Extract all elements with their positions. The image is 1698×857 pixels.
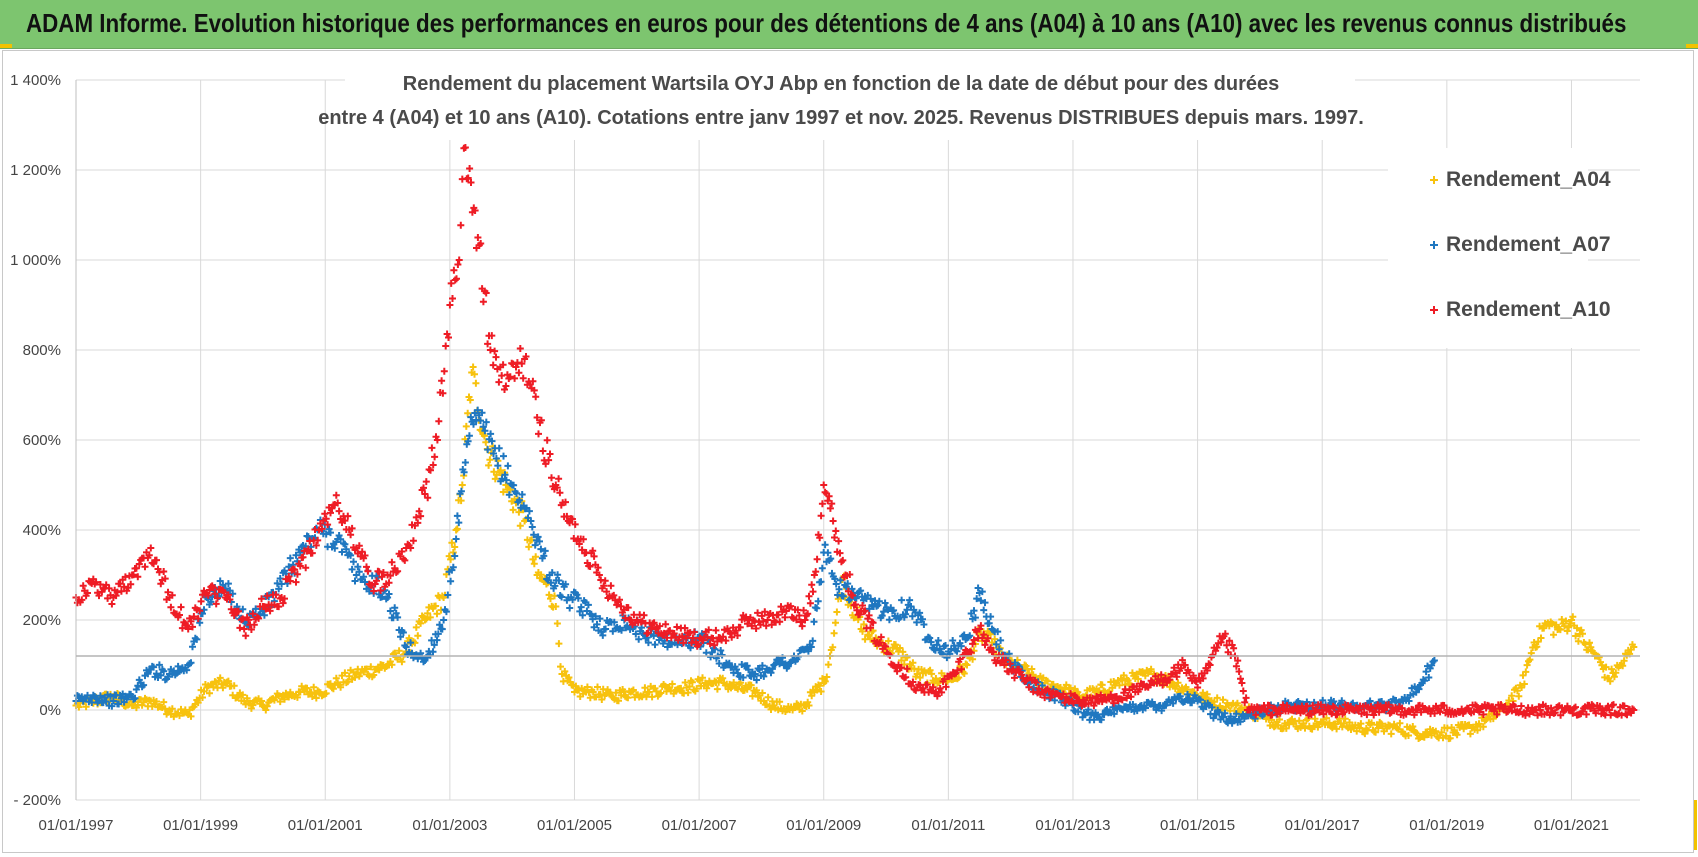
y-tick-label: 400% [23, 522, 61, 539]
x-tick-label: 01/01/1999 [163, 817, 238, 834]
y-tick-label: 1 000% [10, 252, 61, 269]
legend-marker-Rendement_A07 [1430, 241, 1438, 249]
chart-title-background [345, 66, 1355, 140]
chart-title-line-1: Rendement du placement Wartsila OYJ Abp … [403, 73, 1279, 95]
y-tick-label: 0% [39, 702, 61, 719]
chart-title: Rendement du placement Wartsila OYJ Abp … [318, 66, 1364, 140]
report-banner: ADAM Informe. Evolution historique des p… [0, 0, 1698, 49]
y-tick-label: - 200% [13, 792, 61, 809]
legend: Rendement_A04 Rendement_A07 Rendement_A10 [1388, 148, 1611, 348]
legend-marker-Rendement_A04 [1430, 176, 1438, 184]
x-tick-label: 01/01/2017 [1285, 817, 1360, 834]
y-tick-label: 600% [23, 432, 61, 449]
y-tick-label: 200% [23, 612, 61, 629]
y-tick-label: 1 400% [10, 72, 61, 89]
x-tick-label: 01/01/2009 [786, 817, 861, 834]
x-tick-label: 01/01/2011 [911, 817, 985, 834]
x-tick-label: 01/01/1997 [38, 817, 113, 834]
legend-background [1388, 148, 1588, 348]
x-tick-label: 01/01/2021 [1534, 817, 1609, 834]
chart-frame [2, 50, 1694, 853]
corner-mark-top-left [0, 44, 12, 48]
x-tick-label: 01/01/2005 [537, 817, 612, 834]
y-tick-label: 800% [23, 342, 61, 359]
series-points-Rendement_A07 [72, 406, 1438, 727]
points-layer [72, 144, 1638, 743]
x-tick-label: 01/01/2013 [1035, 817, 1110, 834]
legend-label-Rendement_A07: Rendement_A07 [1446, 233, 1611, 256]
chart-title-line-2: entre 4 (A04) et 10 ans (A10). Cotations… [318, 107, 1364, 129]
x-tick-label: 01/01/2019 [1409, 817, 1484, 834]
axis-layer: - 200% 0% 200% 400% 600% 800% 1 000% 1 200% 1 40… [10, 72, 1640, 834]
corner-mark-bottom-right [1693, 800, 1697, 850]
y-tick-label: 1 200% [10, 162, 61, 179]
legend-label-Rendement_A10: Rendement_A10 [1446, 298, 1611, 321]
x-tick-label: 01/01/2007 [662, 817, 737, 834]
x-tick-label: 01/01/2001 [288, 817, 363, 834]
x-tick-label: 01/01/2015 [1160, 817, 1235, 834]
x-tick-label: 01/01/2003 [412, 817, 487, 834]
legend-marker-Rendement_A10 [1430, 306, 1438, 314]
series-Rendement_A07 [72, 406, 1438, 727]
report-banner-title: ADAM Informe. Evolution historique des p… [26, 8, 1627, 38]
legend-label-Rendement_A04: Rendement_A04 [1446, 168, 1611, 191]
corner-mark-top-right [1686, 44, 1698, 48]
